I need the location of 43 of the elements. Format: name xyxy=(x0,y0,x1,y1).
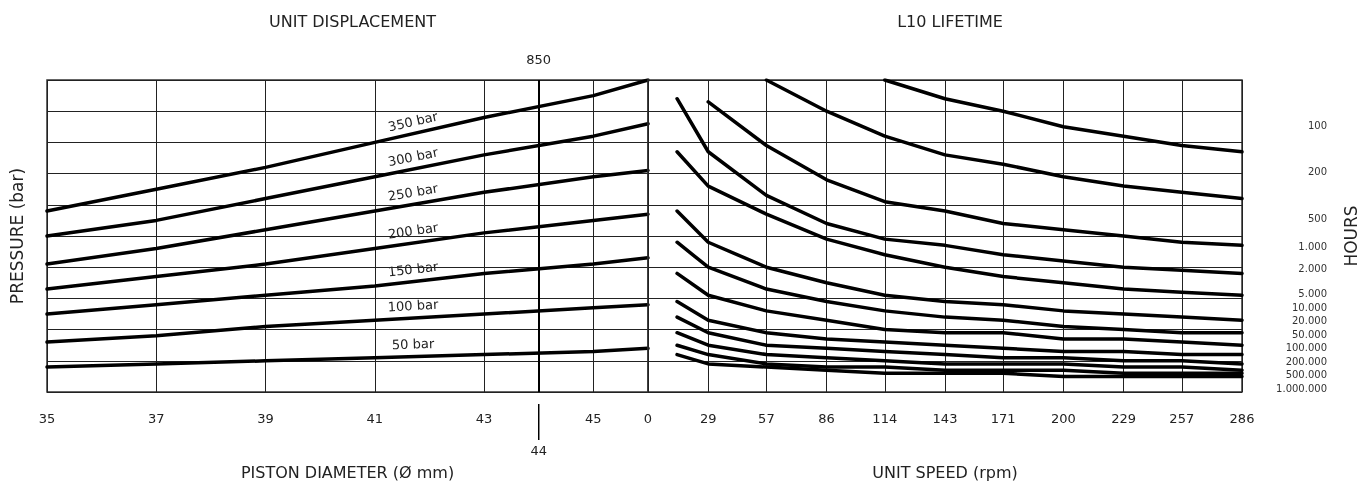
x-tick-label: 286 xyxy=(1229,411,1255,426)
text: 100.000 xyxy=(1285,342,1327,353)
series-label: 50 bar xyxy=(391,335,436,353)
text: 350 bar xyxy=(386,108,440,135)
x-tick-label: 37 xyxy=(148,411,165,426)
text: 200 xyxy=(1307,166,1327,178)
chart-title: UNIT DISPLACEMENT xyxy=(269,11,437,31)
text: 5.000 xyxy=(1298,288,1327,299)
x-tick-label: 143 xyxy=(932,411,958,426)
x-tick-label: 200 xyxy=(1050,411,1076,426)
text: 10.000 xyxy=(1292,301,1327,313)
x-tick-label: 57 xyxy=(758,411,775,426)
x-tick-label: 171 xyxy=(990,411,1016,426)
x-axis-title: PISTON DIAMETER (Ø mm) xyxy=(240,462,455,482)
text: 850 xyxy=(526,52,552,67)
text: 500 xyxy=(1307,213,1327,225)
text: 300 bar xyxy=(386,144,440,170)
text: 44 xyxy=(530,443,547,458)
x-tick-label: 0 xyxy=(643,411,653,426)
x-axis-title: UNIT SPEED (rpm) xyxy=(872,462,1018,482)
text: 200.000 xyxy=(1285,355,1327,367)
x-tick-label: 39 xyxy=(257,411,274,426)
text: 500.000 xyxy=(1285,369,1327,380)
x-tick-label: 41 xyxy=(366,411,384,426)
x-tick-label: 114 xyxy=(872,411,898,426)
text: 2.000 xyxy=(1298,263,1327,275)
x-tick-label: 35 xyxy=(38,411,56,426)
text: 100 xyxy=(1307,119,1327,131)
text: 1.000.000 xyxy=(1276,382,1327,394)
text: 1.000 xyxy=(1298,241,1327,253)
x-tick-label: 257 xyxy=(1169,411,1195,426)
text: 50.000 xyxy=(1292,328,1327,340)
text: 20.000 xyxy=(1292,315,1327,326)
x-tick-label: 29 xyxy=(699,411,717,426)
x-tick-label: 86 xyxy=(818,411,835,426)
text: 250 bar xyxy=(386,180,440,204)
chart-title: L10 LIFETIME xyxy=(897,11,1003,31)
y2-axis-title: HOURS xyxy=(1340,205,1361,267)
x-tick-label: 229 xyxy=(1111,411,1137,426)
x-tick-label: 43 xyxy=(475,411,493,426)
x-tick-label: 45 xyxy=(585,411,602,426)
y-axis-title: PRESSURE (bar) xyxy=(6,167,27,305)
series-label: 100 bar xyxy=(387,296,440,315)
